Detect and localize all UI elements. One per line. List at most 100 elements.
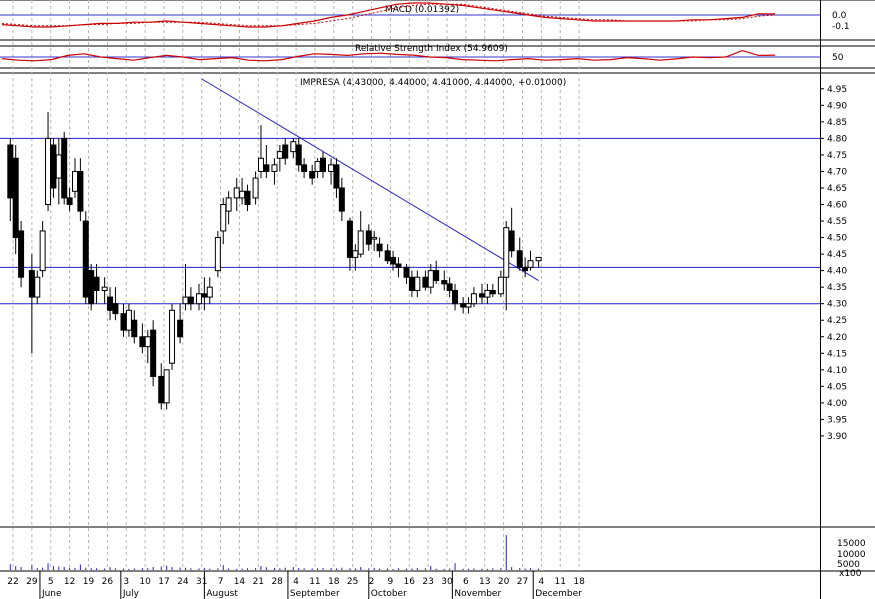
x-day-label: 28	[271, 577, 283, 587]
candle-body	[55, 154, 62, 179]
candle-body	[239, 190, 246, 199]
x-day-label: 27	[517, 577, 528, 587]
candle-body	[465, 303, 472, 308]
x-day-label: 14	[234, 577, 246, 587]
y-tick-label: 4.05	[827, 382, 847, 392]
rsi-line	[1, 49, 776, 62]
candle-body	[82, 220, 89, 298]
x-day-label: 2	[369, 577, 375, 587]
candle-body	[45, 137, 52, 206]
candle-body	[120, 313, 127, 331]
candle-body	[18, 230, 25, 278]
candle-body	[395, 263, 402, 268]
candle-body	[390, 256, 397, 265]
x-month-label: August	[206, 589, 238, 599]
candle-body	[408, 276, 415, 291]
candle-body	[346, 220, 353, 258]
candle-body	[295, 144, 302, 166]
candle-body	[150, 329, 157, 377]
candle-body	[66, 197, 73, 206]
candle-body	[206, 286, 213, 298]
y-tick-label: 4.50	[827, 234, 847, 244]
y-tick-label: 4.25	[827, 316, 847, 326]
candle-body	[384, 250, 391, 262]
volume-tick-label: 10000	[837, 550, 866, 560]
y-tick-label: 3.95	[827, 415, 847, 425]
y-tick-label: 4.75	[827, 151, 847, 161]
y-tick-label: 4.45	[827, 250, 847, 260]
candle-body	[433, 270, 440, 282]
candle-body	[182, 296, 189, 305]
x-day-label: 29	[26, 577, 38, 587]
x-day-label: 30	[441, 577, 453, 587]
x-day-label: 18	[328, 577, 340, 587]
candle-body	[50, 144, 57, 189]
candle-body	[271, 164, 278, 172]
x-day-label: 4	[293, 577, 299, 587]
y-tick-label: 4.65	[827, 184, 847, 194]
candle-body	[484, 289, 491, 298]
x-day-label: 11	[555, 577, 566, 587]
x-month-label: July	[122, 589, 140, 599]
candle-body	[333, 164, 340, 189]
x-month-label: November	[454, 589, 501, 599]
candle-body	[489, 289, 496, 295]
macd-signal-line	[1, 3, 776, 27]
y-tick-label: 4.15	[827, 349, 847, 359]
x-day-label: 4	[538, 577, 544, 587]
x-month-label: September	[290, 589, 340, 599]
candle-body	[446, 283, 453, 291]
candle-body	[61, 137, 68, 199]
candle-body	[309, 170, 316, 179]
x-day-label: 23	[422, 577, 433, 587]
candle-body	[131, 319, 138, 338]
candle-body	[225, 197, 232, 212]
candle-body	[263, 164, 270, 172]
x-day-label: 21	[253, 577, 264, 587]
candle-body	[252, 177, 259, 199]
candle-body	[479, 293, 486, 298]
candle-body	[527, 260, 534, 268]
candle-body	[93, 276, 100, 291]
candle-body	[441, 280, 448, 285]
candle-body	[257, 157, 264, 172]
volume-panel	[9, 535, 540, 570]
candle-body	[452, 289, 459, 305]
x-day-label: 26	[102, 577, 114, 587]
x-day-label: 3	[123, 577, 129, 587]
candle-body	[497, 276, 504, 295]
candle-body	[144, 336, 151, 348]
candle-body	[357, 230, 364, 255]
x-day-label: 11	[309, 577, 320, 587]
candle-body	[139, 336, 146, 348]
y-tick-label: 4.90	[827, 101, 847, 111]
axes: 3.90 3.95 4.00 4.05 4.10 4.15 4.20 4.25 4.30 4.35…	[7, 11, 866, 599]
candle-body	[39, 230, 46, 272]
x-day-label: 20	[498, 577, 510, 587]
x-day-label: 6	[463, 577, 469, 587]
candle-body	[177, 319, 184, 338]
candle-body	[276, 151, 283, 159]
y-tick-label: 4.40	[827, 267, 847, 277]
macd-tick-label: 0.0	[832, 11, 847, 21]
trend-line	[201, 78, 539, 281]
candle-body	[169, 309, 176, 364]
candle-body	[214, 237, 221, 272]
candle-body	[328, 164, 335, 172]
y-tick-label: 4.00	[827, 399, 847, 409]
candle-body	[535, 256, 542, 262]
candle-body	[301, 164, 308, 172]
price-panel: IMPRESA (4.43000, 4.44000, 4.41000, 4.44…	[0, 78, 820, 410]
x-day-label: 22	[7, 577, 18, 587]
candle-body	[319, 157, 326, 172]
y-tick-label: 4.30	[827, 300, 847, 310]
candle-body	[195, 293, 202, 305]
candle-body	[88, 270, 95, 305]
y-tick-label: 4.95	[827, 85, 847, 95]
y-tick-label: 4.80	[827, 134, 847, 144]
candle-body	[158, 375, 165, 404]
y-tick-label: 4.10	[827, 366, 847, 376]
y-tick-label: 4.85	[827, 118, 847, 128]
